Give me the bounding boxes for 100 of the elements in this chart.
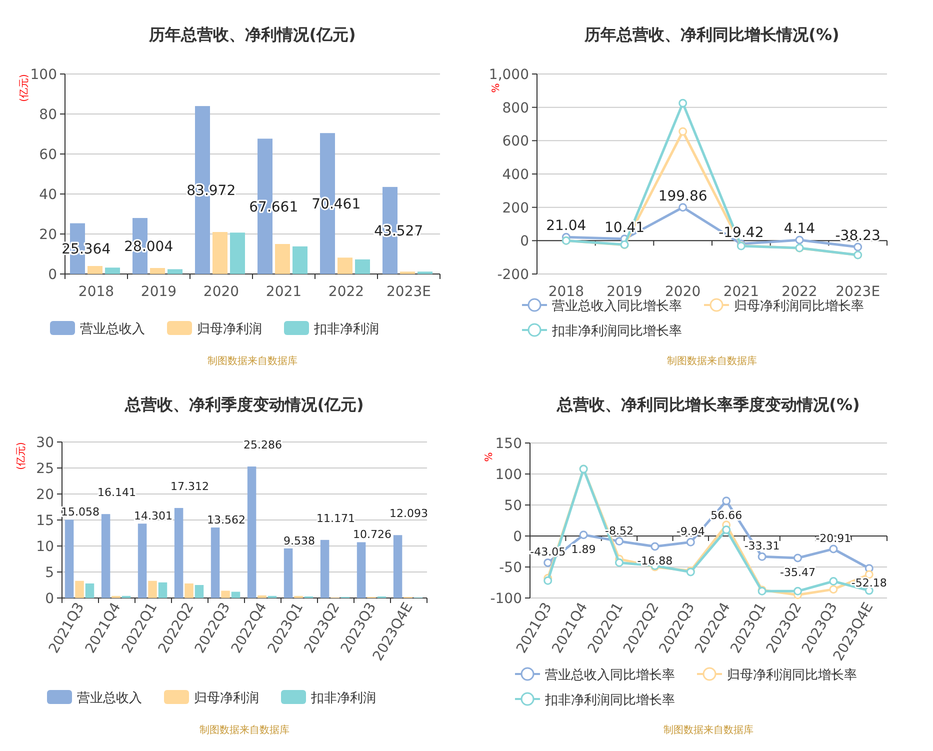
data-label: -43.05 bbox=[530, 546, 566, 559]
point bbox=[794, 554, 802, 562]
bar bbox=[158, 582, 168, 598]
bar bbox=[148, 580, 157, 598]
point bbox=[722, 496, 731, 506]
y-tick-label: 0 bbox=[48, 267, 57, 283]
data-label: 14.301 bbox=[134, 510, 172, 523]
x-tick-label: 2022 bbox=[328, 284, 364, 300]
data-label: 28.004 bbox=[124, 238, 174, 255]
legend-item: 扣非净利润 bbox=[281, 690, 376, 706]
data-label: -35.47 bbox=[780, 566, 816, 579]
bar bbox=[284, 548, 293, 598]
x-tick-label: 2021 bbox=[266, 284, 302, 300]
x-tick-label: 2020 bbox=[203, 284, 240, 300]
chart-title: 历年总营收、净利同比增长情况(%) bbox=[584, 25, 840, 44]
data-label: 9.538 bbox=[284, 534, 315, 548]
bar bbox=[174, 508, 184, 598]
bar bbox=[221, 590, 230, 598]
data-label: 56.66 bbox=[710, 508, 742, 522]
y-axis-title: % bbox=[484, 452, 495, 462]
legend-item: 扣非净利润同比增长率 bbox=[522, 323, 682, 339]
y-tick-label: 20 bbox=[39, 227, 57, 243]
y-tick-label: 0 bbox=[45, 591, 54, 607]
point bbox=[829, 544, 838, 554]
y-tick-label: 50 bbox=[504, 498, 522, 514]
legend-item: 归母净利润 bbox=[167, 321, 262, 337]
legend-label: 营业总收入同比增长率 bbox=[545, 667, 675, 683]
bar bbox=[184, 583, 194, 598]
point bbox=[678, 98, 688, 108]
legend-label: 扣非净利润同比增长率 bbox=[551, 323, 682, 339]
legend-label: 营业总收入 bbox=[80, 322, 145, 337]
x-tick-label: 2018 bbox=[548, 284, 584, 300]
data-label: -8.52 bbox=[605, 524, 634, 538]
bar bbox=[247, 466, 256, 598]
data-label: 21.04 bbox=[546, 218, 586, 234]
point bbox=[795, 236, 804, 244]
point bbox=[650, 542, 660, 551]
point bbox=[544, 558, 552, 567]
data-label: -33.31 bbox=[744, 540, 780, 553]
legend-label: 营业总收入同比增长率 bbox=[552, 298, 682, 314]
point bbox=[794, 586, 802, 596]
legend-item: 扣非净利润同比增长率 bbox=[515, 692, 675, 708]
y-tick-label: 25 bbox=[36, 461, 54, 477]
point bbox=[829, 585, 838, 594]
y-tick-label: 5 bbox=[45, 565, 54, 581]
chart-title: 历年总营收、净利情况(亿元) bbox=[148, 25, 356, 44]
data-label: -52.18 bbox=[851, 576, 887, 590]
y-tick-label: 150 bbox=[495, 436, 522, 452]
point bbox=[678, 203, 688, 212]
data-label: 10.726 bbox=[353, 528, 392, 542]
data-label: -9.94 bbox=[676, 525, 705, 538]
y-tick-label: 0 bbox=[513, 529, 522, 545]
chart-title: 总营收、净利季度变动情况(亿元) bbox=[124, 395, 364, 414]
y-tick-label: 80 bbox=[39, 107, 57, 123]
legend-item: 扣非净利润 bbox=[284, 321, 379, 337]
x-tick-label: 2019 bbox=[140, 284, 177, 300]
legend-item: 归母净利润同比增长率 bbox=[697, 667, 857, 683]
bar bbox=[212, 232, 228, 274]
data-label: 70.461 bbox=[312, 196, 361, 213]
x-tick-label: 2019 bbox=[606, 284, 642, 300]
x-tick-label: 2020 bbox=[665, 284, 701, 300]
y-tick-label: 30 bbox=[36, 435, 54, 451]
y-tick-label: -200 bbox=[497, 267, 529, 283]
data-label: 83.972 bbox=[186, 183, 236, 200]
data-label: 17.312 bbox=[170, 480, 209, 493]
bar bbox=[393, 535, 402, 598]
data-label: -16.88 bbox=[637, 554, 673, 568]
data-label: 1.89 bbox=[571, 542, 596, 556]
bar bbox=[138, 524, 147, 598]
y-tick-label: 10 bbox=[36, 539, 54, 555]
bar bbox=[231, 592, 240, 598]
point bbox=[678, 127, 688, 136]
point bbox=[686, 538, 695, 546]
bar bbox=[210, 527, 220, 598]
data-label: -38.23 bbox=[835, 228, 880, 244]
y-tick-label: 20 bbox=[36, 487, 54, 503]
y-tick-label: 200 bbox=[502, 200, 529, 216]
data-label: 12.093 bbox=[390, 507, 428, 520]
point bbox=[615, 558, 624, 567]
x-tick-label: 2021 bbox=[723, 284, 759, 300]
legend-label: 扣非净利润 bbox=[313, 322, 379, 337]
y-tick-label: -50 bbox=[499, 560, 522, 576]
data-label: 25.286 bbox=[244, 438, 282, 452]
point bbox=[544, 576, 552, 585]
point bbox=[854, 242, 862, 252]
data-label: 13.562 bbox=[207, 513, 246, 526]
y-tick-label: 800 bbox=[502, 100, 529, 116]
point bbox=[579, 530, 588, 540]
bar bbox=[338, 258, 352, 274]
legend-item: 归母净利润 bbox=[164, 690, 259, 706]
y-tick-label: 15 bbox=[36, 513, 54, 529]
x-tick-label: 2018 bbox=[78, 284, 114, 300]
legend-label: 归母净利润 bbox=[194, 691, 259, 706]
data-label: 4.14 bbox=[784, 220, 816, 237]
data-label: -19.42 bbox=[718, 224, 764, 241]
y-tick-label: 60 bbox=[39, 147, 57, 163]
bar bbox=[85, 583, 94, 598]
legend-item: 营业总收入 bbox=[47, 690, 142, 706]
bar bbox=[88, 266, 102, 274]
data-label: 43.527 bbox=[374, 223, 424, 240]
